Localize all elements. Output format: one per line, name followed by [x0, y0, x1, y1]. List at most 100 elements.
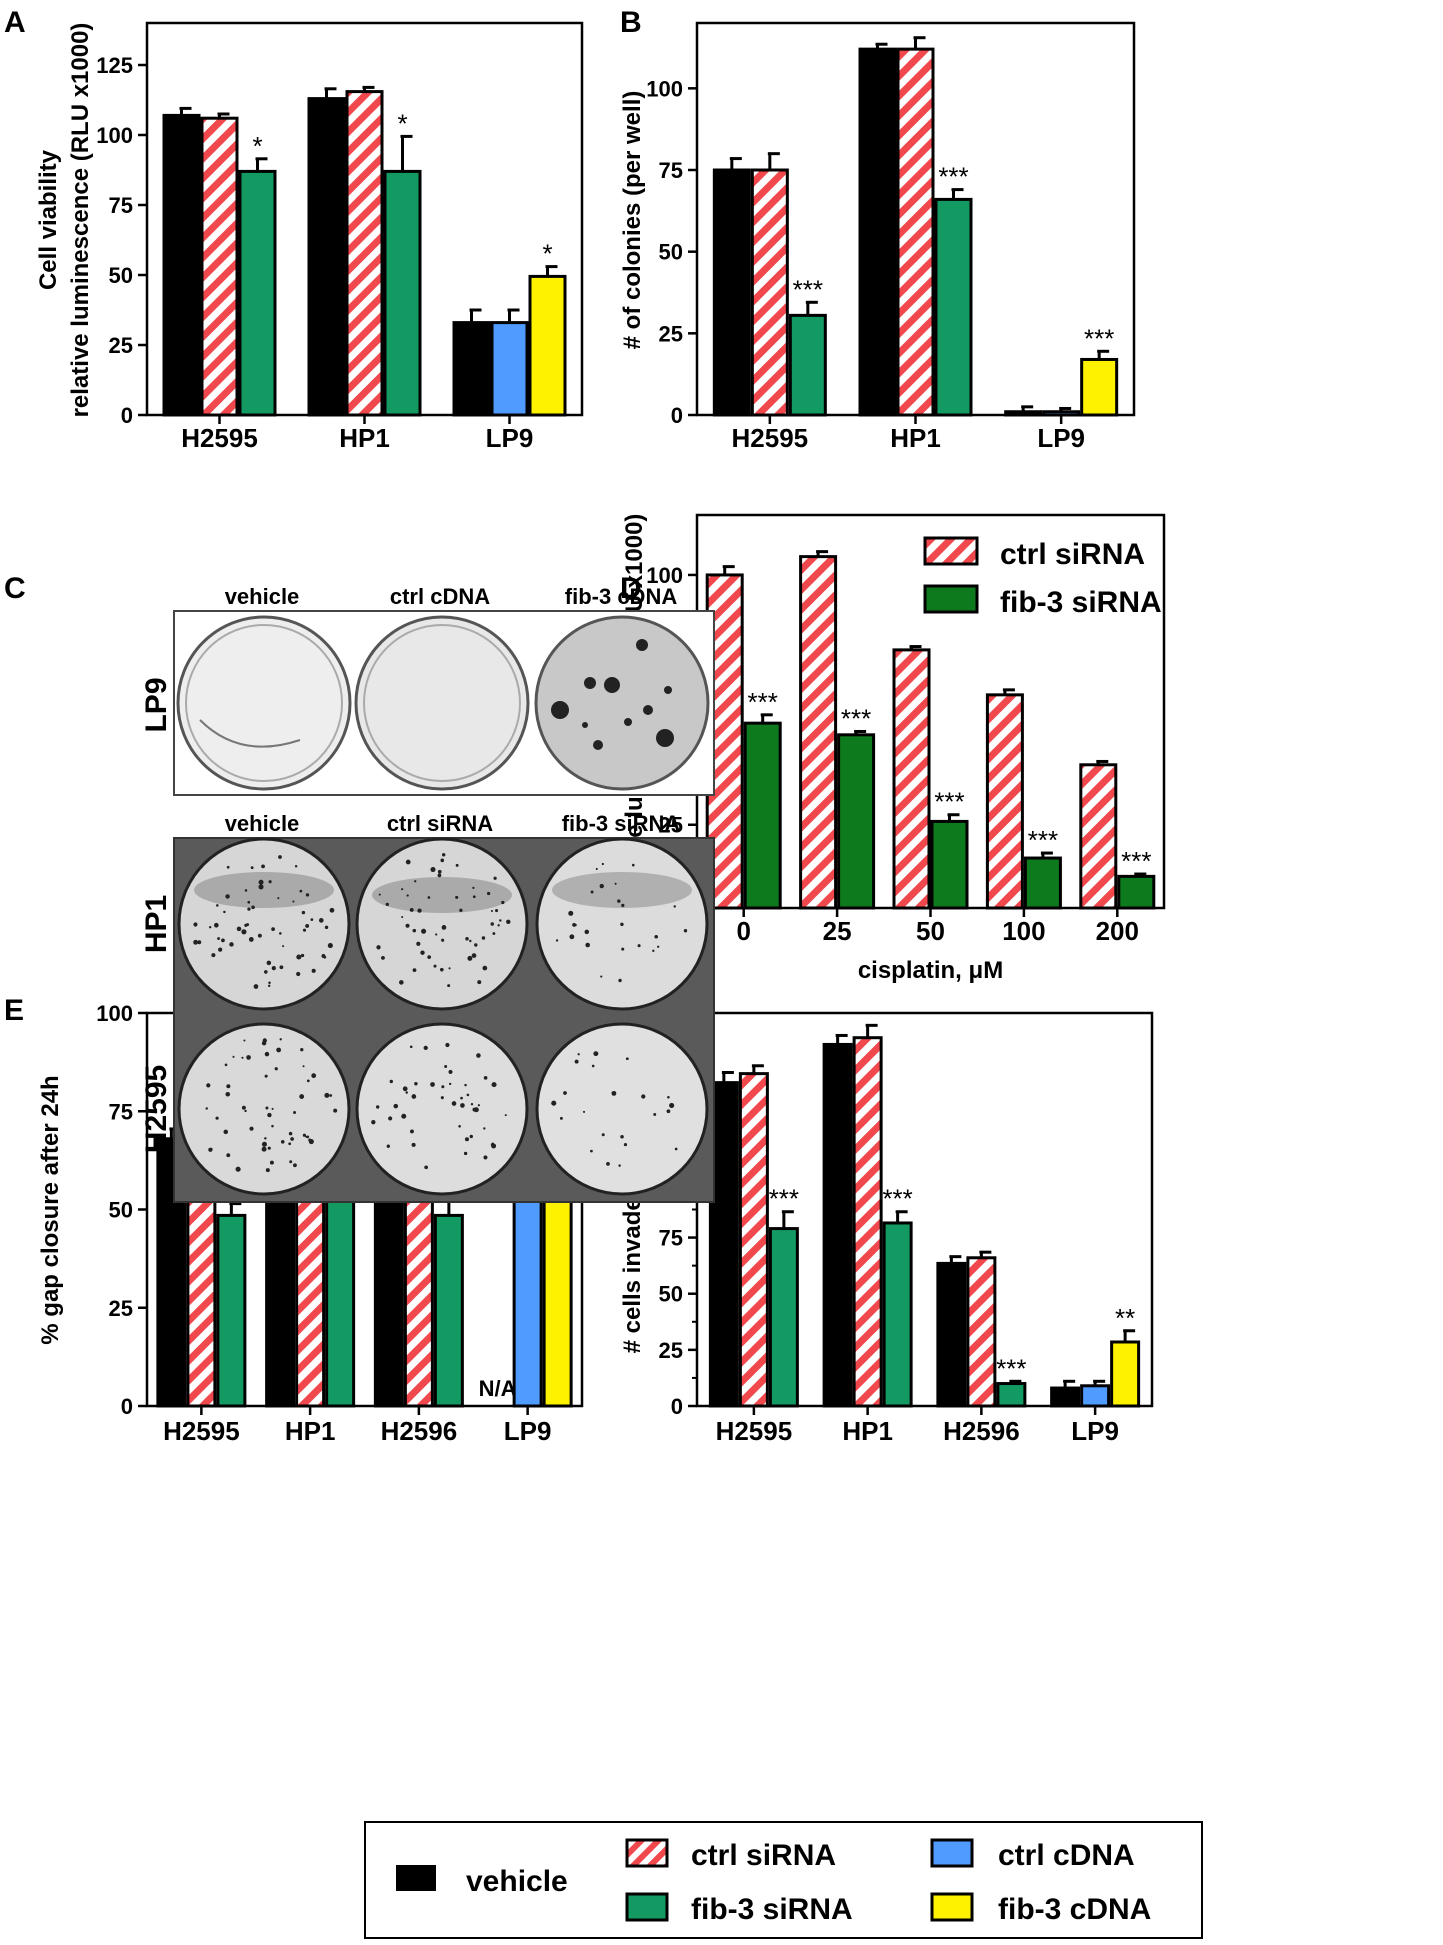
bar-vehicle [822, 1042, 853, 1408]
colony-dot [302, 1065, 305, 1068]
colony-dot [402, 1086, 408, 1092]
colony-dot [618, 1164, 621, 1167]
legend-swatch-ctrl-sirna [625, 1838, 669, 1868]
colony-dot [225, 1091, 231, 1097]
colony-dot [299, 889, 303, 893]
col-header-ctrl-sirna: ctrl siRNA [387, 811, 493, 836]
bar-ctrl-sirna [200, 116, 239, 417]
bar-ctrl-sirna [345, 90, 384, 417]
bar-vehicle [307, 97, 346, 417]
colony-dot [683, 929, 688, 933]
colony-dot [265, 1168, 270, 1173]
colony-dot [584, 929, 590, 935]
bar-ctrl-cdna [1080, 1384, 1111, 1408]
lp9-plate-fib3-cdna [534, 615, 710, 791]
colony-dot [253, 984, 259, 989]
x-category-label: 0 [736, 916, 750, 946]
y-tick-label: 75 [659, 1226, 683, 1251]
colony-dot [405, 859, 411, 865]
row-label-hp1: HP1 [140, 895, 173, 953]
colony-dot [306, 1079, 310, 1083]
colony-dot [264, 970, 268, 974]
colony-dot [289, 1160, 293, 1164]
colony-dot [279, 965, 284, 970]
colony-dot [301, 910, 306, 915]
colony-dot [261, 1146, 267, 1152]
colony-dot [244, 923, 248, 927]
colony-dot [601, 1133, 605, 1137]
bar-fib3-cdna [528, 274, 567, 417]
y-tick-label: 50 [109, 263, 133, 288]
colony-dot [481, 936, 486, 940]
colony-dot [229, 942, 234, 947]
colony-dot [493, 876, 497, 880]
colony-dot [448, 967, 451, 970]
x-category-label: H2596 [381, 1416, 458, 1446]
colony-dot [324, 925, 329, 930]
colony-dot [300, 1048, 304, 1052]
colony-dot [412, 928, 417, 933]
colony-dot [666, 1109, 671, 1114]
colony-dot [311, 1073, 317, 1079]
chart-a: A 0 25 50 75 100 125 Cell viability relative lum… [4, 6, 584, 453]
colony-dot [447, 984, 451, 988]
colony-dot [258, 884, 264, 890]
significance-marker: * [397, 108, 407, 138]
colony-dot [193, 939, 199, 945]
legend-swatch-fib3-cdna [930, 1892, 974, 1922]
colony-dot [591, 1064, 595, 1068]
colony-dot [294, 864, 298, 868]
colony-dot [276, 1047, 282, 1053]
bar-ctrl-sirna [896, 47, 935, 417]
bar-fib3-sirna [433, 1213, 464, 1408]
significance-marker: *** [938, 162, 968, 192]
x-category-label: HP1 [339, 423, 390, 453]
colony-dot [482, 965, 488, 971]
colony-dot [223, 910, 226, 914]
bar-vehicle [1050, 1386, 1081, 1408]
colony-dot [574, 1059, 579, 1064]
colony-dot [641, 1094, 646, 1099]
legend-swatch-ctrl-sirna [923, 536, 979, 566]
colony-dot [483, 1127, 486, 1130]
legend-label-ctrl-sirna: ctrl siRNA [691, 1839, 836, 1872]
legend-swatch-ctrl-cdna [930, 1838, 974, 1868]
colony-dot [288, 1142, 292, 1146]
colony-dot [451, 1101, 457, 1106]
bar-fib3-sirna [882, 1221, 913, 1408]
colony-dot [582, 1110, 586, 1113]
y-tick-label: 25 [109, 1296, 133, 1321]
colony-dot [492, 932, 496, 935]
panel-e-letter: E [4, 994, 24, 1027]
significance-marker: *** [1121, 846, 1151, 876]
colony-dot [593, 1051, 599, 1057]
x-category-label: H2595 [163, 1416, 240, 1446]
colony-dot [620, 922, 624, 927]
colony-dot [440, 967, 444, 972]
colony-dot [218, 947, 223, 952]
colony-dot [499, 919, 502, 922]
colony-dot [241, 929, 247, 935]
col-header-vehicle-top: vehicle [225, 584, 300, 609]
significance-marker: *** [996, 1353, 1026, 1383]
colony-dot [246, 1055, 251, 1060]
colony-dot [205, 1107, 208, 1110]
colony-dot [620, 1135, 624, 1139]
colony-dot [267, 984, 271, 988]
colony-dot [211, 953, 216, 958]
colony-dot [371, 1120, 376, 1125]
lp9-plate-ctrl-cdna [354, 615, 530, 791]
colony-dot [606, 1162, 610, 1166]
colony-dot [262, 1038, 267, 1043]
bar-fib3-sirna-dark [1023, 856, 1062, 910]
colony-dot [433, 964, 437, 968]
colony-dot [472, 895, 476, 899]
colony-dot [504, 1114, 507, 1117]
colony-dot [271, 965, 276, 971]
y-tick-label: 0 [671, 1394, 683, 1419]
bar-fib3-sirna-dark [837, 733, 876, 910]
row-label-h2595: H2595 [140, 1065, 173, 1153]
colony-dot [623, 1142, 628, 1147]
bar-fib3-sirna [383, 169, 422, 417]
colony-dot [226, 1084, 231, 1089]
